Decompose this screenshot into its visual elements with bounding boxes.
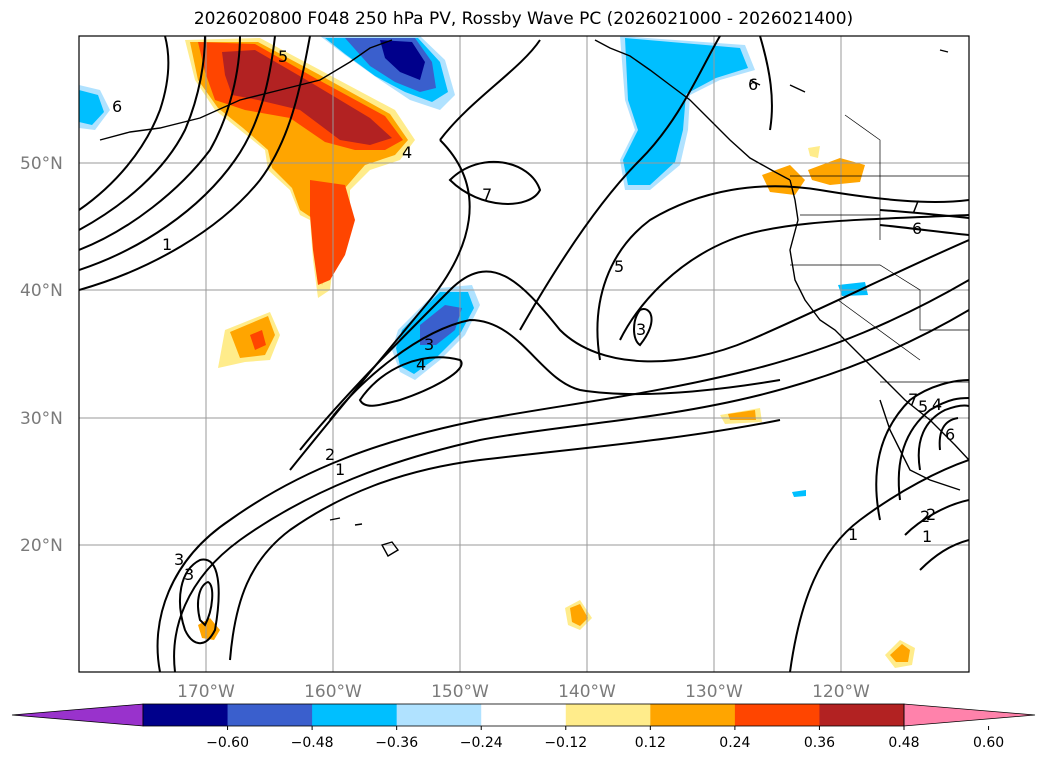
contour-label: 4 (932, 395, 942, 414)
colorbar-tick-label: 0.12 (635, 735, 666, 751)
contour-label: 3 (184, 565, 194, 584)
colorbar-tick-label: −0.24 (460, 735, 503, 751)
colorbar-segment (734, 704, 820, 726)
colorbar-segment (565, 704, 651, 726)
contour-label: 1 (848, 525, 858, 544)
contour-label: 6 (912, 219, 922, 238)
map-title: 2026020800 F048 250 hPa PV, Rossby Wave … (193, 9, 854, 29)
colorbar-segment (650, 704, 736, 726)
contour-label: 7 (910, 197, 920, 216)
contour-label: 7 (482, 185, 492, 204)
lat-label: 50°N (20, 154, 63, 174)
colorbar-tick-label: 0.48 (888, 735, 919, 751)
lon-label: 120°W (812, 682, 870, 702)
colorbar-tick-label: −0.60 (206, 735, 249, 751)
lon-label: 170°W (177, 682, 235, 702)
colorbar-segment (143, 704, 229, 726)
lat-label: 40°N (20, 281, 63, 301)
colorbar-frame (142, 703, 905, 727)
colorbar (11, 703, 1036, 727)
contour-label: 6 (112, 97, 122, 116)
contour-label: 2 (920, 507, 930, 526)
lon-label: 150°W (431, 682, 489, 702)
lat-label: 30°N (20, 409, 63, 429)
lon-label: 160°W (304, 682, 362, 702)
contour-label: 1 (335, 460, 345, 479)
colorbar-extend-high (903, 703, 1036, 727)
longitude-labels: 170°W 160°W 150°W 140°W 130°W 120°W (177, 682, 870, 702)
colorbar-labels: −0.60 −0.48 −0.36 −0.24 −0.12 0.12 0.24 0.36 0.4… (206, 726, 1004, 751)
colorbar-segment (481, 704, 567, 726)
lon-label: 130°W (685, 682, 743, 702)
contour-label: 1 (922, 527, 932, 546)
colorbar-segment (396, 704, 482, 726)
contour-label: 3 (174, 550, 184, 569)
contour-label: 3 (636, 320, 646, 339)
contour-label: 7 (908, 390, 918, 409)
colorbar-extend-low (11, 703, 144, 727)
colorbar-tick-label: −0.12 (544, 735, 587, 751)
plot-area (79, 36, 969, 672)
contour-label: 3 (424, 335, 434, 354)
contour-label: 2 (325, 445, 335, 464)
contour-label: 5 (614, 257, 624, 276)
contour-label: 5 (278, 47, 288, 66)
latitude-labels: 50°N 40°N 30°N 20°N (20, 154, 63, 556)
colorbar-tick-label: 0.60 (973, 735, 1004, 751)
contour-label: 4 (402, 143, 412, 162)
colorbar-tick-label: −0.48 (291, 735, 334, 751)
contour-label: 6 (748, 75, 758, 94)
contour-label: 5 (918, 397, 928, 416)
colorbar-segment (312, 704, 398, 726)
plot-frame (78, 35, 970, 673)
colorbar-tick-label: −0.36 (375, 735, 418, 751)
contour-label: 2 (926, 505, 936, 524)
colorbar-tick-label: 0.36 (804, 735, 835, 751)
colorbar-tick-label: 0.24 (719, 735, 750, 751)
contour-labels: 6 5 4 1 7 5 2 3 4 3 2 1 3 3 6 7 6 1 2 1 … (112, 47, 955, 584)
contour-label: 1 (162, 235, 172, 254)
lat-label: 20°N (20, 536, 63, 556)
colorbar-segment (227, 704, 313, 726)
contour-label: 4 (416, 355, 426, 374)
colorbar-segment (819, 704, 905, 726)
pv-contours (79, 36, 969, 672)
contour-label: 6 (945, 425, 955, 444)
lon-label: 140°W (558, 682, 616, 702)
positive-anomaly-gulf-darkred (222, 50, 392, 145)
